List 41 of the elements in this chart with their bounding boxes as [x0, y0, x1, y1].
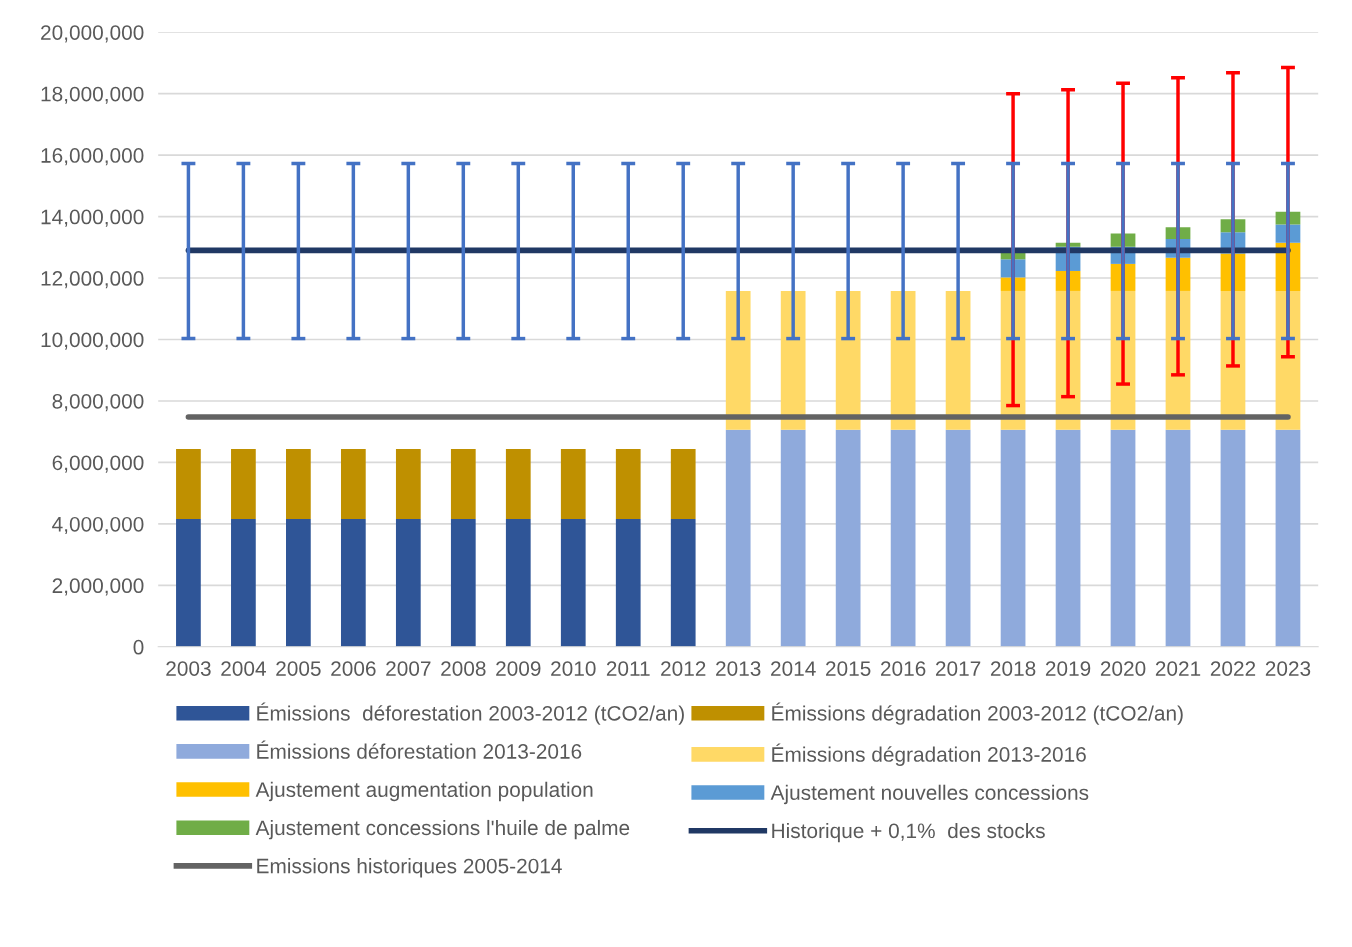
- x-tick-label: 2006: [331, 661, 376, 676]
- x-tick-label: 2023: [1265, 661, 1311, 676]
- y-tick-label: 6,000,000: [52, 455, 144, 473]
- x-tick-label: 2018: [990, 661, 1036, 676]
- y-tick-label: 12,000,000: [41, 271, 144, 289]
- x-tick-label: 2014: [771, 661, 816, 676]
- legend-label: Émissions déforestation 2003-2012 (tCO2/an): [257, 702, 684, 725]
- x-tick-label: 2020: [1100, 661, 1146, 676]
- legend-label: Ajustement concessions l'huile de palme: [255, 819, 630, 840]
- x-tick-label: 2003: [166, 661, 211, 676]
- x-tick-label: 2007: [386, 661, 431, 676]
- x-tick-label: 2004: [221, 661, 266, 676]
- x-tick-label: 2005: [276, 661, 321, 676]
- y-tick-label: 4,000,000: [52, 516, 144, 535]
- y-tick-label: 2,000,000: [52, 578, 144, 596]
- x-tick-label: 2022: [1210, 661, 1256, 676]
- x-tick-label: 2021: [1155, 661, 1201, 676]
- x-tick-label: 2008: [441, 661, 486, 676]
- y-tick-label: 20,000,000: [41, 25, 144, 43]
- x-tick-label: 2015: [826, 661, 871, 676]
- x-tick-label: 2017: [935, 661, 981, 676]
- x-tick-label: 2009: [496, 661, 541, 676]
- x-tick-label: 2010: [551, 661, 596, 676]
- legend-label: Ajustement augmentation population: [255, 781, 593, 802]
- y-tick-label: 10,000,000: [41, 332, 144, 350]
- legend-label: Emissions historiques 2005-2014: [257, 858, 562, 878]
- x-tick-label: 2011: [606, 661, 650, 676]
- legend-label: Ajustement nouvelles concessions: [770, 784, 1089, 805]
- x-tick-label: 2012: [661, 661, 706, 676]
- y-tick-label: 14,000,000: [41, 209, 144, 227]
- y-tick-label: 8,000,000: [52, 393, 144, 412]
- legend-label: Historique + 0,1% des stocks: [772, 822, 1045, 843]
- y-tick-label: 0: [133, 639, 144, 655]
- legend-label: Émissions déforestation 2013-2016: [257, 740, 582, 759]
- y-tick-label: 16,000,000: [41, 148, 144, 166]
- x-tick-label: 2016: [881, 661, 926, 676]
- y-tick-label: 18,000,000: [41, 86, 144, 104]
- legend-label: Émissions dégradation 2013-2016: [772, 743, 1086, 766]
- x-tick-label: 2019: [1045, 661, 1091, 676]
- legend-label: Émissions dégradation 2003-2012 (tCO2/an): [772, 702, 1183, 725]
- x-tick-label: 2013: [716, 661, 761, 676]
